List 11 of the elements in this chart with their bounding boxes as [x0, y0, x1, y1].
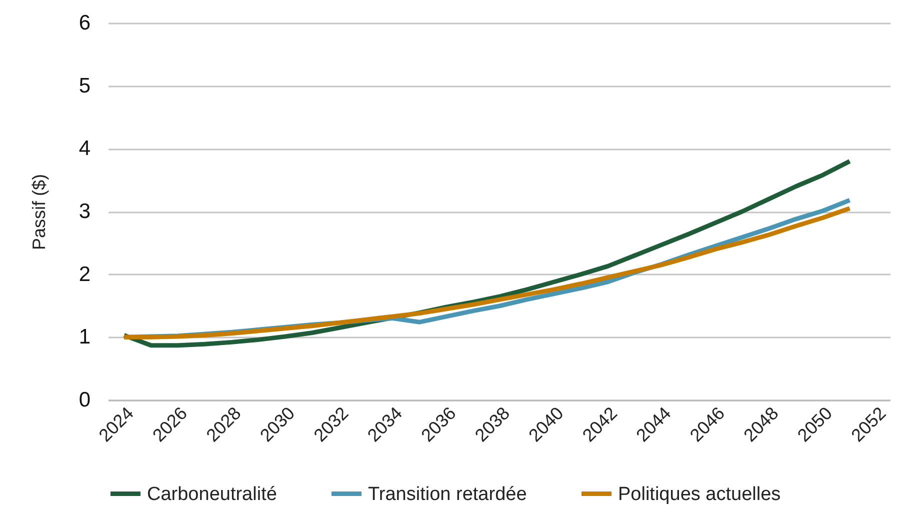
- y-tick-label: 1: [78, 326, 90, 349]
- y-tick-label: 5: [78, 74, 90, 98]
- legend-label: Carboneutralité: [147, 484, 277, 505]
- y-tick-label: 6: [78, 12, 90, 34]
- y-tick-label: 3: [78, 200, 90, 223]
- y-axis-title: Passif ($): [28, 174, 49, 250]
- y-tick-label: 4: [78, 137, 91, 160]
- y-tick-label: 2: [78, 262, 90, 286]
- legend-label: Transition retardée: [368, 484, 527, 505]
- legend-label: Politiques actuelles: [618, 484, 781, 505]
- y-tick-label: 0: [78, 388, 90, 412]
